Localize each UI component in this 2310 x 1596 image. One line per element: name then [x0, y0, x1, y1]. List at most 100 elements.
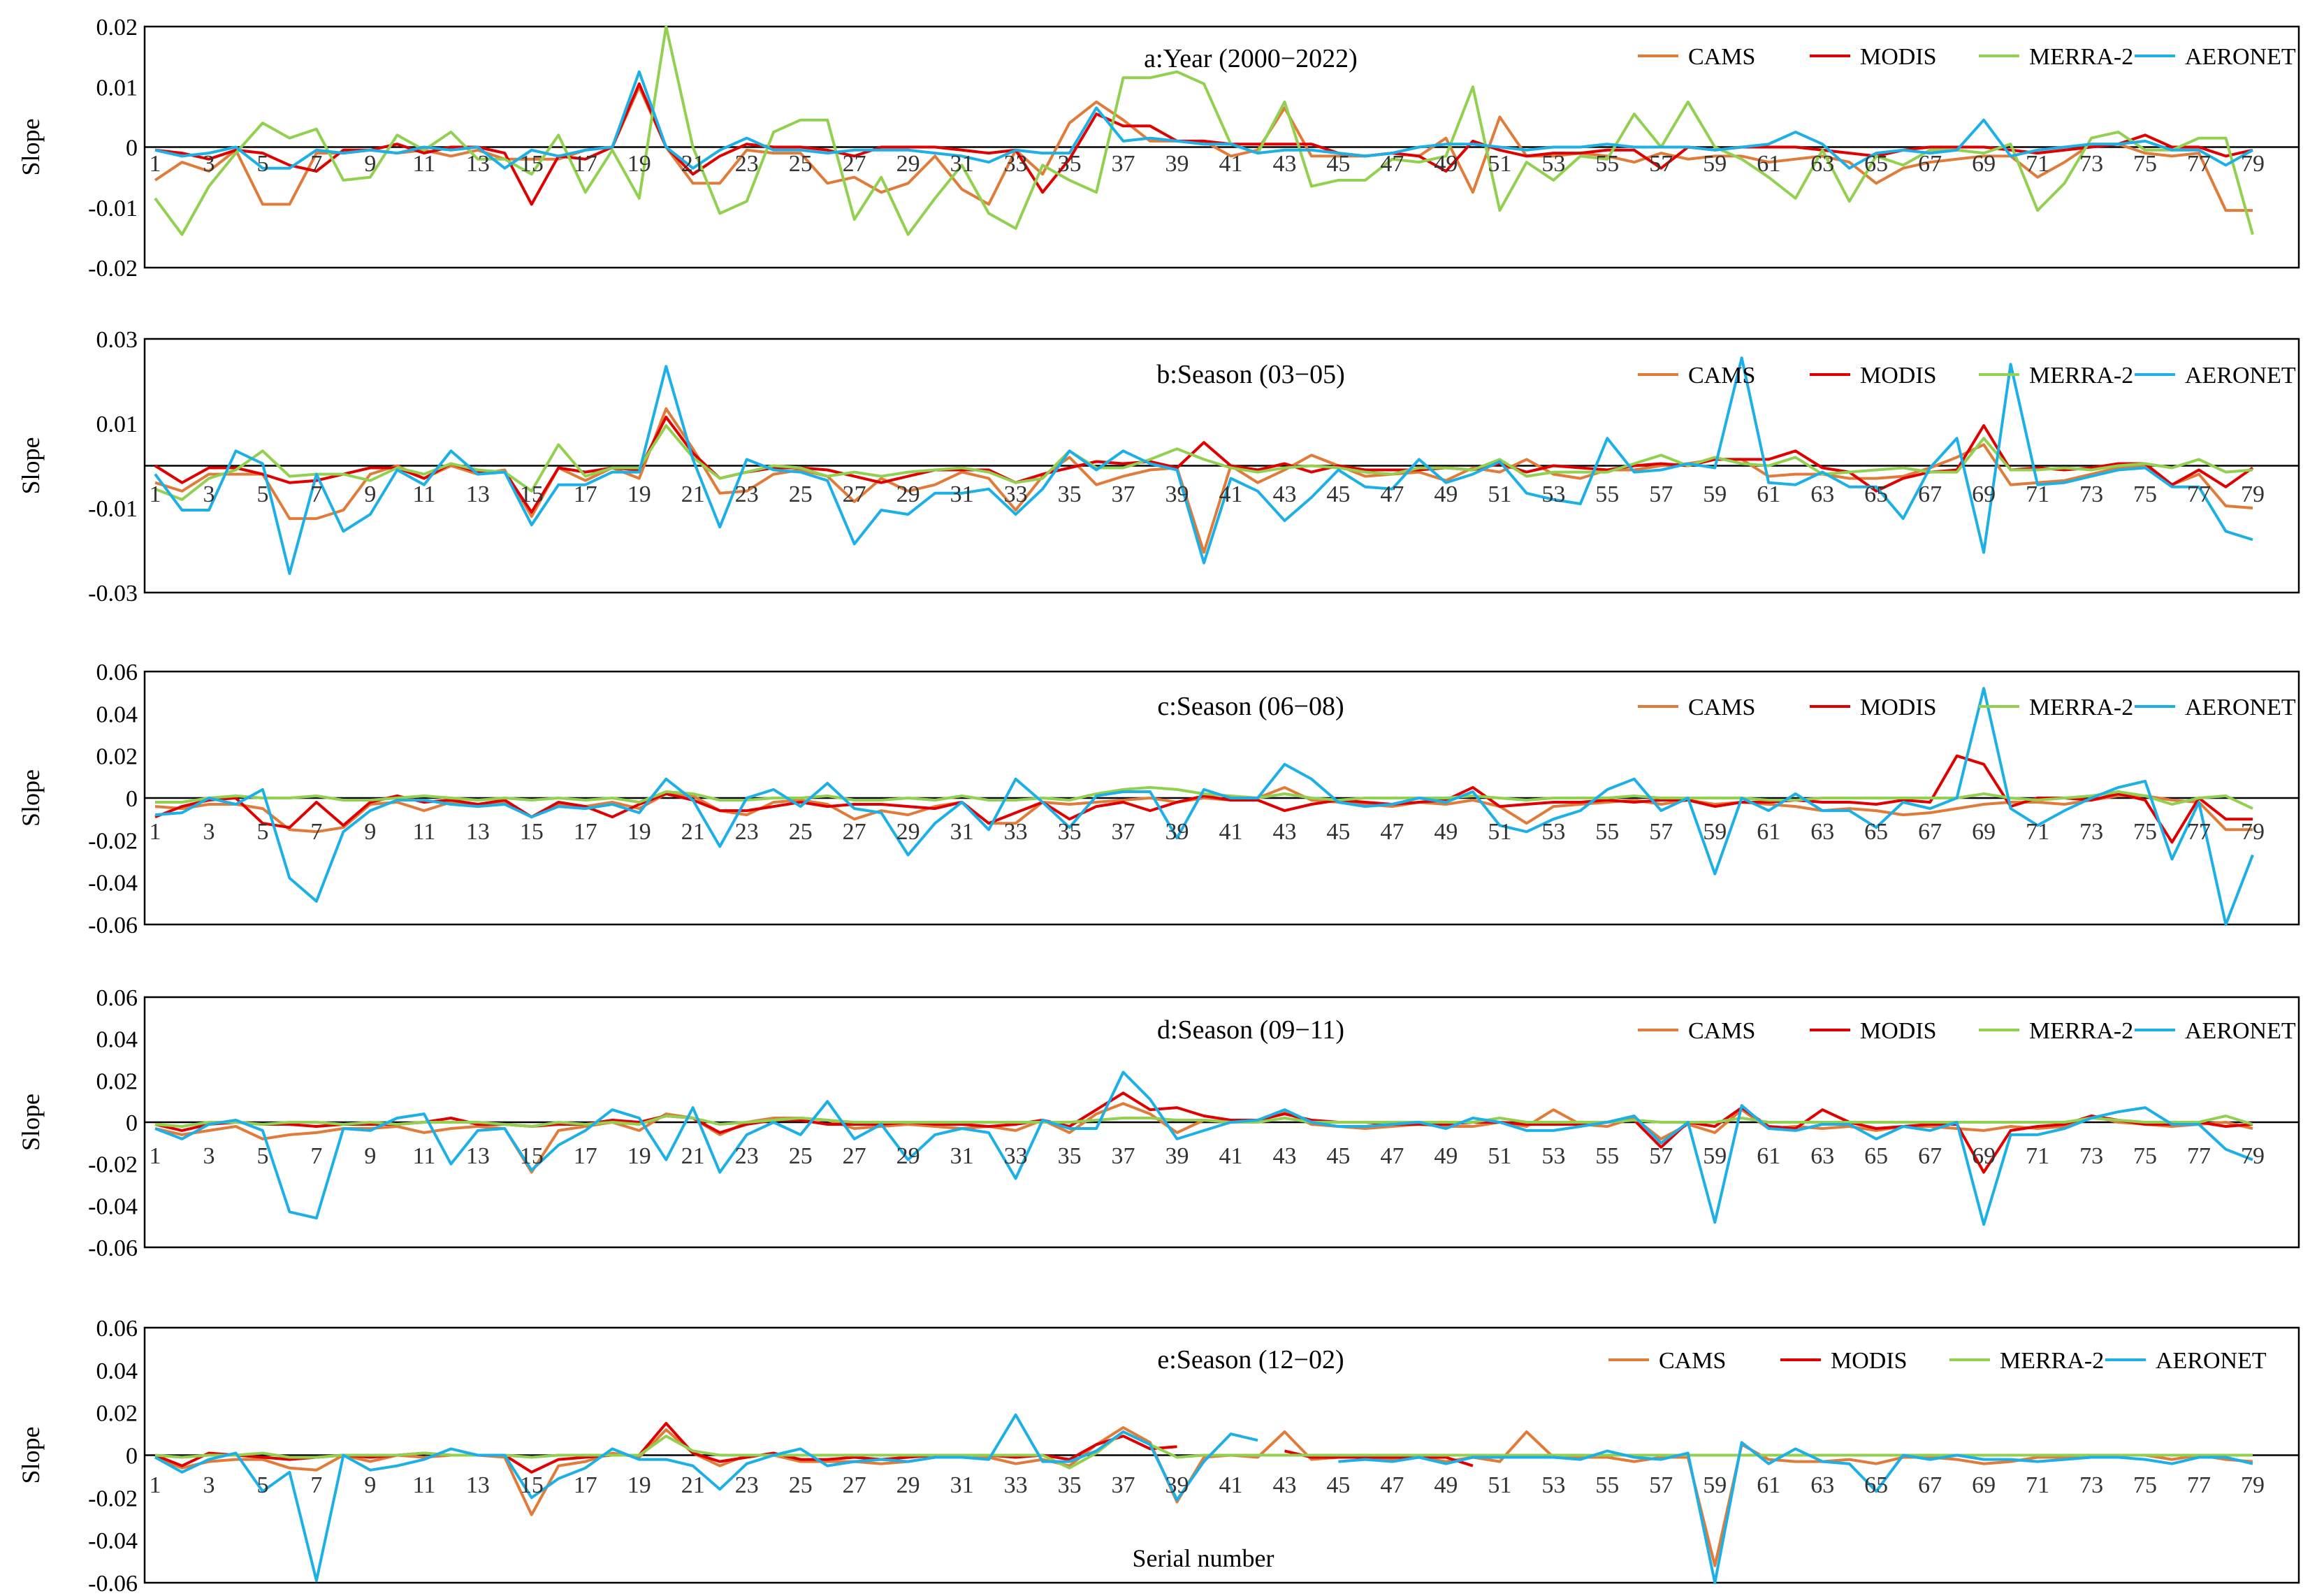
x-tick-label: 71: [2026, 481, 2049, 507]
x-tick-label: 79: [2241, 1472, 2265, 1498]
x-tick-label: 17: [574, 1472, 597, 1498]
x-tick-label: 47: [1380, 1143, 1404, 1169]
x-tick-label: 3: [203, 151, 215, 177]
legend-label-merra-2: MERRA-2: [2029, 695, 2133, 720]
x-tick-label: 25: [789, 819, 813, 845]
legend-label-merra-2: MERRA-2: [2000, 1348, 2104, 1374]
x-tick-label: 7: [310, 819, 322, 845]
legend-label-cams: CAMS: [1688, 695, 1755, 720]
y-tick-label: 0.06: [96, 985, 138, 1011]
x-tick-label: 63: [1810, 481, 1834, 507]
x-tick-label: 77: [2187, 151, 2211, 177]
x-tick-label: 43: [1272, 1472, 1296, 1498]
x-tick-label: 43: [1272, 819, 1296, 845]
x-tick-label: 11: [412, 151, 435, 177]
series-line-modis: [154, 1421, 1474, 1474]
x-tick-label: 71: [2026, 151, 2049, 177]
series-line-cams: [154, 407, 2253, 554]
x-tick-label: 51: [1488, 1472, 1511, 1498]
x-tick-label: 53: [1541, 481, 1565, 507]
x-tick-label: 23: [735, 1143, 759, 1169]
x-tick-label: 65: [1864, 481, 1888, 507]
x-tick-label: 29: [896, 819, 920, 845]
panel-title: c:Season (06−08): [1157, 692, 1344, 721]
x-tick-label: 73: [2079, 481, 2103, 507]
x-tick-label: 15: [520, 1143, 544, 1169]
series-line-aeronet: [154, 687, 2254, 926]
x-tick-label: 49: [1434, 1143, 1458, 1169]
panel-title: a:Year (2000−2022): [1144, 44, 1358, 73]
x-tick-label: 3: [203, 481, 215, 507]
legend-label-aeronet: AERONET: [2185, 1018, 2296, 1044]
x-tick-label: 11: [412, 819, 435, 845]
x-tick-label: 3: [203, 1143, 215, 1169]
y-tick-label: 0.01: [96, 412, 138, 437]
x-tick-label: 13: [466, 819, 490, 845]
x-tick-label: 9: [364, 151, 376, 177]
x-tick-label: 75: [2133, 1143, 2157, 1169]
x-tick-label: 3: [203, 819, 215, 845]
x-tick-label: 41: [1219, 819, 1242, 845]
y-tick-label: -0.02: [88, 1152, 138, 1178]
x-tick-label: 21: [681, 1472, 705, 1498]
x-tick-label: 19: [627, 151, 651, 177]
x-tick-label: 23: [735, 151, 759, 177]
x-tick-label: 31: [950, 819, 974, 845]
x-tick-label: 1: [150, 1143, 161, 1169]
x-tick-label: 61: [1757, 481, 1780, 507]
x-tick-label: 67: [1918, 1472, 1942, 1498]
x-tick-label: 31: [950, 151, 974, 177]
x-tick-label: 47: [1380, 1472, 1404, 1498]
panel-title: b:Season (03−05): [1156, 360, 1344, 389]
x-tick-label: 47: [1380, 819, 1404, 845]
x-tick-label: 57: [1649, 1472, 1673, 1498]
x-tick-label: 15: [520, 151, 544, 177]
x-tick-label: 45: [1326, 481, 1350, 507]
x-tick-label: 71: [2026, 1472, 2049, 1498]
legend-label-modis: MODIS: [1860, 1018, 1937, 1044]
x-tick-label: 11: [412, 1143, 435, 1169]
x-tick-label: 5: [256, 151, 268, 177]
x-tick-label: 61: [1757, 151, 1780, 177]
x-tick-label: 27: [843, 151, 866, 177]
x-tick-label: 7: [310, 1472, 322, 1498]
x-tick-label: 45: [1326, 1143, 1350, 1169]
series-line-cams: [154, 785, 2253, 834]
x-tick-label: 57: [1649, 819, 1673, 845]
x-tick-label: 7: [310, 481, 322, 507]
legend-label-aeronet: AERONET: [2156, 1348, 2267, 1374]
x-tick-label: 27: [843, 819, 866, 845]
x-tick-label: 49: [1434, 819, 1458, 845]
x-tick-label: 75: [2133, 1472, 2157, 1498]
y-tick-label: 0.06: [96, 1316, 138, 1342]
x-tick-label: 43: [1272, 1143, 1296, 1169]
panel-b: 0.03 0.01 -0.01 -0.03 Slope b:Season (03−05) 1…: [17, 327, 2300, 607]
y-axis-label: Slope: [17, 1094, 45, 1151]
legend-label-cams: CAMS: [1688, 1018, 1755, 1044]
x-tick-label: 25: [789, 481, 813, 507]
x-tick-label: 5: [256, 1472, 268, 1498]
x-tick-label: 39: [1165, 151, 1189, 177]
x-tick-label: 67: [1918, 1143, 1942, 1169]
panel-d: 0.06 0.04 0.02 0 -0.02 -0.04 -0.06 Slope d:Seaso…: [17, 985, 2300, 1261]
x-tick-label: 41: [1219, 481, 1242, 507]
y-tick-label: -0.01: [88, 196, 138, 222]
x-tick-label: 65: [1864, 151, 1888, 177]
panel-e: 0.06 0.04 0.02 0 -0.02 -0.04 -0.06 Slope e:Seaso…: [17, 1316, 2300, 1596]
y-tick-label: -0.06: [88, 913, 138, 938]
x-tick-label: 11: [412, 1472, 435, 1498]
x-tick-label: 25: [789, 1143, 813, 1169]
x-tick-label: 13: [466, 1143, 490, 1169]
legend-label-modis: MODIS: [1860, 44, 1937, 70]
y-tick-label: 0: [126, 1444, 138, 1470]
x-tick-label: 75: [2133, 819, 2157, 845]
x-tick-label: 43: [1272, 151, 1296, 177]
y-tick-label: 0.01: [96, 75, 138, 101]
x-tick-label: 33: [1004, 1143, 1028, 1169]
x-tick-label: 65: [1864, 1143, 1888, 1169]
y-tick-label: -0.02: [88, 828, 138, 854]
x-tick-label: 35: [1058, 1143, 1082, 1169]
x-tick-label: 29: [896, 151, 920, 177]
x-tick-label: 73: [2079, 1472, 2103, 1498]
y-tick-label: -0.04: [88, 871, 138, 897]
